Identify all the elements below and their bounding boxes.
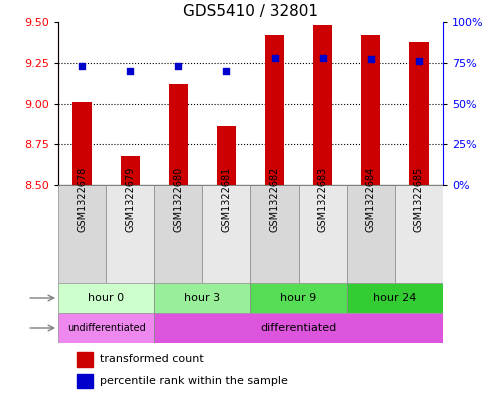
Point <box>366 56 374 62</box>
Text: GSM1322679: GSM1322679 <box>125 167 135 232</box>
Bar <box>408 42 428 185</box>
Bar <box>154 313 442 343</box>
Text: GSM1322678: GSM1322678 <box>77 167 87 232</box>
Point <box>78 63 86 69</box>
Bar <box>154 283 250 313</box>
Bar <box>58 283 154 313</box>
Bar <box>77 374 92 388</box>
Text: percentile rank within the sample: percentile rank within the sample <box>100 376 287 386</box>
Text: differentiated: differentiated <box>260 323 336 333</box>
Bar <box>346 283 442 313</box>
Text: GSM1322683: GSM1322683 <box>317 167 327 232</box>
Bar <box>58 313 154 343</box>
Bar <box>250 185 298 283</box>
Bar <box>58 185 106 283</box>
Bar <box>202 185 250 283</box>
Bar <box>168 84 187 185</box>
Bar <box>250 283 346 313</box>
Text: hour 9: hour 9 <box>280 293 316 303</box>
Point <box>318 55 326 61</box>
Bar <box>361 35 379 185</box>
Text: undifferentiated: undifferentiated <box>67 323 145 333</box>
Bar <box>394 185 442 283</box>
Text: GSM1322681: GSM1322681 <box>221 167 231 232</box>
Text: hour 3: hour 3 <box>184 293 220 303</box>
Bar <box>106 185 154 283</box>
Point <box>126 68 134 74</box>
Text: GSM1322680: GSM1322680 <box>173 167 183 232</box>
Bar <box>216 126 236 185</box>
Bar <box>264 35 284 185</box>
Bar <box>346 185 394 283</box>
Text: GSM1322685: GSM1322685 <box>413 167 423 232</box>
Bar <box>121 156 139 185</box>
Bar <box>298 185 346 283</box>
Bar <box>154 185 202 283</box>
Text: GSM1322682: GSM1322682 <box>269 167 279 232</box>
Bar <box>77 352 92 367</box>
Title: GDS5410 / 32801: GDS5410 / 32801 <box>182 4 318 19</box>
Point <box>174 63 182 69</box>
Text: hour 0: hour 0 <box>88 293 124 303</box>
Point <box>222 68 230 74</box>
Bar <box>72 102 91 185</box>
Text: hour 24: hour 24 <box>372 293 416 303</box>
Bar <box>312 25 332 185</box>
Point <box>270 55 278 61</box>
Text: transformed count: transformed count <box>100 354 204 364</box>
Point <box>414 58 422 64</box>
Text: GSM1322684: GSM1322684 <box>365 167 375 232</box>
